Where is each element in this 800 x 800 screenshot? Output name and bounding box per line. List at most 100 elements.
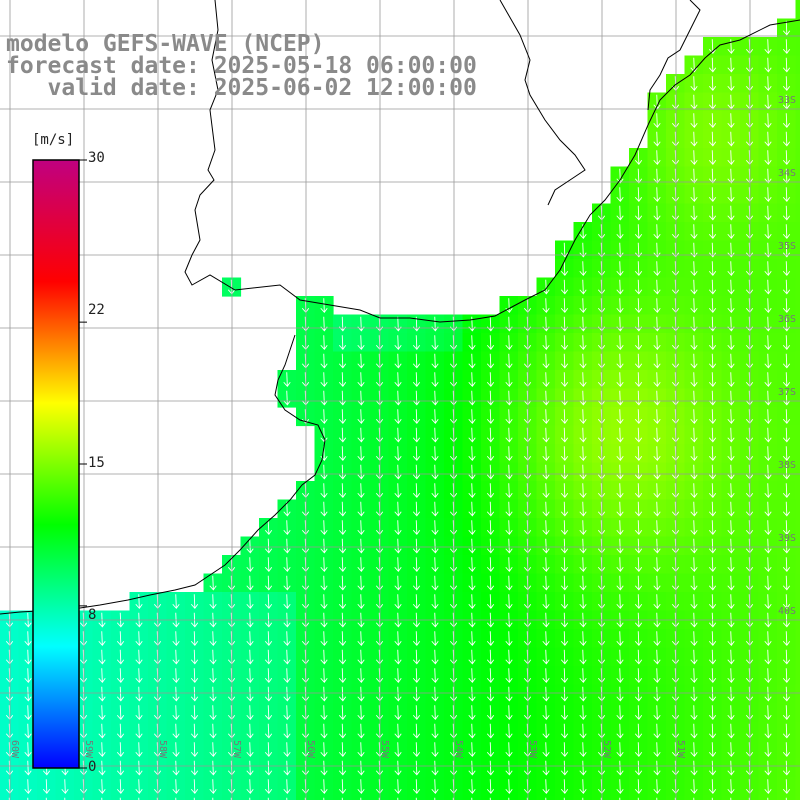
wind-arrow — [338, 705, 347, 720]
wind-arrow — [264, 538, 273, 554]
wind-arrow — [727, 686, 735, 702]
wind-arrow — [98, 649, 106, 665]
wind-arrow — [320, 575, 328, 591]
wind-arrow — [727, 409, 735, 424]
wind-arrow — [264, 520, 273, 535]
wind-arrow — [782, 150, 791, 165]
wind-arrow — [560, 575, 569, 591]
wind-arrow — [708, 631, 717, 646]
wind-arrow — [579, 483, 587, 498]
wind-arrow — [560, 520, 569, 535]
wind-arrow — [338, 760, 347, 776]
wind-arrow — [727, 279, 735, 295]
wind-arrow — [764, 168, 772, 184]
wind-arrow — [708, 723, 717, 739]
wind-arrow — [172, 668, 180, 683]
wind-arrow — [764, 187, 772, 202]
wind-arrow — [634, 353, 643, 369]
colorbar-gradient — [32, 159, 80, 769]
colorbar — [32, 159, 87, 769]
wind-arrow — [357, 409, 365, 424]
wind-arrow — [560, 779, 569, 794]
wind-arrow — [690, 779, 698, 794]
wind-arrow — [782, 760, 791, 776]
wind-arrow — [209, 631, 217, 646]
wind-arrow — [727, 557, 735, 572]
wind-arrow — [468, 742, 476, 757]
wind-arrow — [357, 705, 365, 720]
wind-arrow — [320, 557, 328, 572]
wind-arrow — [690, 575, 698, 591]
wind-arrow — [616, 427, 624, 443]
wind-arrow — [653, 390, 661, 406]
wind-arrow — [357, 427, 365, 443]
wind-arrow — [764, 538, 772, 554]
wind-arrow — [782, 409, 791, 424]
wind-arrow — [727, 224, 735, 239]
wind-arrow — [486, 723, 495, 739]
wind-cell — [795, 573, 800, 593]
wind-arrow — [468, 575, 476, 591]
wind-arrow — [727, 446, 735, 461]
wind-arrow — [727, 372, 735, 387]
wind-arrow — [708, 501, 717, 517]
wind-arrow — [727, 76, 735, 91]
wind-arrow — [579, 538, 587, 554]
wind-arrow — [394, 483, 402, 498]
wind-arrow — [616, 779, 624, 794]
wind-arrow — [468, 335, 476, 350]
wind-arrow — [542, 520, 550, 535]
wind-arrow — [283, 649, 291, 665]
wind-arrow — [61, 779, 69, 794]
wind-arrow — [505, 742, 513, 757]
wind-arrow — [579, 353, 587, 369]
wind-arrow — [542, 409, 550, 424]
wind-arrow — [394, 372, 402, 387]
wind-arrow — [283, 686, 291, 702]
wind-cell — [795, 148, 800, 168]
wind-arrow — [782, 705, 791, 720]
wind-arrow — [616, 575, 624, 591]
wind-arrow — [653, 668, 661, 683]
wind-arrow — [653, 538, 661, 554]
wind-arrow — [690, 538, 698, 554]
wind-arrow — [320, 705, 328, 720]
wind-arrow — [653, 483, 661, 498]
wind-arrow — [320, 335, 328, 350]
wind-arrow — [338, 483, 347, 498]
wind-arrow — [579, 501, 587, 517]
wind-arrow — [764, 224, 772, 239]
wind-arrow — [505, 538, 513, 554]
wind-arrow — [283, 520, 291, 535]
wind-arrow — [283, 705, 291, 720]
wind-arrow — [560, 298, 569, 313]
wind-arrow — [764, 57, 772, 73]
wind-arrow — [320, 372, 328, 387]
wind-arrow — [394, 538, 402, 554]
wind-arrow — [690, 390, 698, 406]
wind-arrow — [246, 538, 254, 554]
wind-arrow — [486, 464, 495, 480]
wind-arrow — [708, 76, 717, 91]
lon-label: 58W — [157, 740, 168, 759]
wind-arrow — [579, 649, 587, 665]
wind-arrow — [727, 205, 735, 221]
wind-arrow — [394, 779, 402, 794]
wind-arrow — [135, 705, 143, 720]
wind-arrow — [468, 372, 476, 387]
wind-arrow — [412, 501, 421, 517]
wind-arrow — [468, 723, 476, 739]
wind-arrow — [209, 779, 217, 794]
wind-arrow — [412, 686, 421, 702]
wind-arrow — [653, 353, 661, 369]
wind-arrow — [727, 261, 735, 276]
wind-arrow — [727, 723, 735, 739]
wind-cell — [795, 333, 800, 353]
wind-arrow — [468, 668, 476, 683]
wind-arrow — [690, 279, 698, 295]
wind-arrow — [98, 760, 106, 776]
wind-arrow — [486, 705, 495, 720]
wind-arrow — [486, 649, 495, 665]
wind-arrow — [98, 668, 106, 683]
wind-arrow — [579, 390, 587, 406]
